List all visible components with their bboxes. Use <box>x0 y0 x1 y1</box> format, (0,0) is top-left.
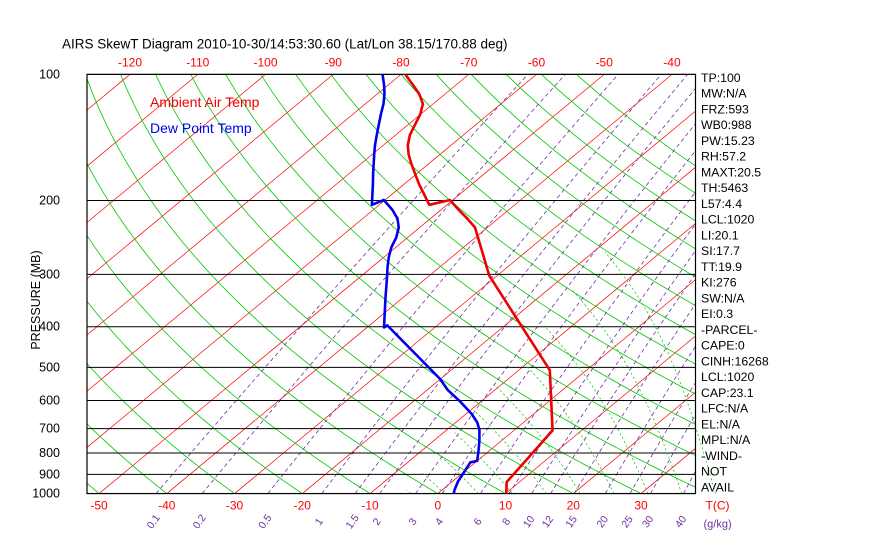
svg-text:-WIND-: -WIND- <box>701 449 742 463</box>
svg-text:SW:N/A: SW:N/A <box>701 291 745 305</box>
svg-text:8: 8 <box>500 516 513 528</box>
svg-text:CAP:23.1: CAP:23.1 <box>701 386 754 400</box>
svg-text:800: 800 <box>39 446 60 460</box>
svg-text:0: 0 <box>434 499 441 513</box>
svg-text:3: 3 <box>407 516 420 528</box>
svg-text:1: 1 <box>313 516 326 528</box>
svg-text:1000: 1000 <box>32 487 60 501</box>
svg-text:4: 4 <box>433 516 446 528</box>
svg-text:-PARCEL-: -PARCEL- <box>701 323 757 337</box>
svg-text:Ambient Air Temp: Ambient Air Temp <box>150 94 260 110</box>
svg-text:-40: -40 <box>158 499 176 513</box>
svg-text:LFC:N/A: LFC:N/A <box>701 402 749 416</box>
svg-text:12: 12 <box>540 513 557 530</box>
svg-text:CINH:16268: CINH:16268 <box>701 354 769 368</box>
svg-text:-20: -20 <box>294 499 312 513</box>
svg-text:20: 20 <box>595 513 612 530</box>
svg-text:10: 10 <box>521 513 538 530</box>
svg-text:MAXT:20.5: MAXT:20.5 <box>701 165 761 179</box>
svg-text:25: 25 <box>619 513 636 530</box>
svg-text:500: 500 <box>39 360 60 374</box>
svg-text:SI:17.7: SI:17.7 <box>701 244 740 258</box>
svg-text:600: 600 <box>39 394 60 408</box>
svg-text:EL:N/A: EL:N/A <box>701 417 741 431</box>
svg-text:2: 2 <box>371 516 384 528</box>
svg-text:WB0:988: WB0:988 <box>701 118 752 132</box>
svg-text:TP:100: TP:100 <box>701 71 741 85</box>
svg-text:-70: -70 <box>460 55 478 69</box>
svg-text:200: 200 <box>39 194 60 208</box>
svg-text:LCL:1020: LCL:1020 <box>701 213 754 227</box>
svg-text:700: 700 <box>39 422 60 436</box>
svg-text:-50: -50 <box>596 55 614 69</box>
svg-text:15: 15 <box>563 513 580 530</box>
svg-text:6: 6 <box>472 516 485 528</box>
svg-text:30: 30 <box>640 513 657 530</box>
svg-text:L57:4.4: L57:4.4 <box>701 197 742 211</box>
svg-text:Dew Point Temp: Dew Point Temp <box>150 120 252 136</box>
svg-text:NOT: NOT <box>701 465 727 479</box>
svg-text:RH:57.2: RH:57.2 <box>701 150 746 164</box>
svg-text:0.5: 0.5 <box>256 512 274 531</box>
svg-text:AVAIL: AVAIL <box>701 481 734 495</box>
svg-text:100: 100 <box>39 67 60 81</box>
svg-text:-50: -50 <box>90 499 108 513</box>
svg-text:PW:15.23: PW:15.23 <box>701 134 755 148</box>
svg-text:-90: -90 <box>325 55 343 69</box>
svg-text:40: 40 <box>673 513 690 530</box>
svg-text:-110: -110 <box>186 55 209 69</box>
svg-text:LCL:1020: LCL:1020 <box>701 370 754 384</box>
svg-text:PRESSURE (MB): PRESSURE (MB) <box>29 250 43 349</box>
svg-text:-40: -40 <box>663 55 681 69</box>
svg-text:0.2: 0.2 <box>191 512 209 531</box>
svg-text:T(C): T(C) <box>706 499 730 513</box>
svg-text:1.5: 1.5 <box>344 512 362 531</box>
svg-text:KI:276: KI:276 <box>701 276 737 290</box>
svg-text:MW:N/A: MW:N/A <box>701 87 747 101</box>
svg-text:20: 20 <box>567 499 581 513</box>
svg-text:MPL:N/A: MPL:N/A <box>701 433 751 447</box>
svg-text:-100: -100 <box>253 55 277 69</box>
svg-text:TT:19.9: TT:19.9 <box>701 260 742 274</box>
svg-text:(g/kg): (g/kg) <box>704 519 732 531</box>
svg-text:-120: -120 <box>118 55 142 69</box>
svg-text:30: 30 <box>634 499 648 513</box>
svg-text:LI:20.1: LI:20.1 <box>701 228 739 242</box>
svg-text:-10: -10 <box>361 499 379 513</box>
svg-text:10: 10 <box>499 499 513 513</box>
svg-text:AIRS SkewT Diagram 2010-10-30/: AIRS SkewT Diagram 2010-10-30/14:53:30.6… <box>62 37 508 52</box>
svg-text:-80: -80 <box>392 55 410 69</box>
svg-text:CAPE:0: CAPE:0 <box>701 339 745 353</box>
svg-text:TH:5463: TH:5463 <box>701 181 748 195</box>
svg-text:-60: -60 <box>528 55 546 69</box>
svg-text:900: 900 <box>39 467 60 481</box>
svg-text:EI:0.3: EI:0.3 <box>701 307 733 321</box>
svg-text:-30: -30 <box>226 499 244 513</box>
svg-text:0.1: 0.1 <box>145 512 163 531</box>
svg-text:FRZ:593: FRZ:593 <box>701 102 749 116</box>
